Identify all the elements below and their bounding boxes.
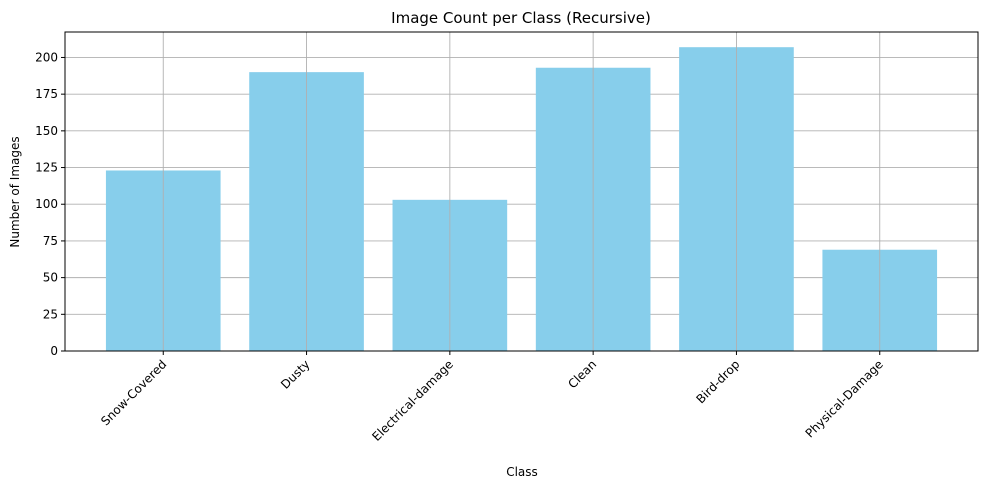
- y-axis-label: Number of Images: [8, 136, 22, 247]
- x-tick-label: Electrical-damage: [369, 357, 456, 444]
- y-tick-label: 125: [35, 161, 58, 175]
- chart-title: Image Count per Class (Recursive): [391, 9, 651, 27]
- y-tick-label: 0: [50, 344, 58, 358]
- x-tick-label: Clean: [565, 357, 599, 391]
- x-tick-label: Bird-drop: [693, 357, 742, 406]
- y-tick-label: 50: [43, 271, 58, 285]
- bars: [105, 32, 938, 352]
- x-tick-label: Physical-Damage: [803, 357, 886, 440]
- y-tick-label: 175: [35, 87, 58, 101]
- x-tick-label: Dusty: [278, 357, 313, 392]
- y-axis-ticks: 0 25 50 75 100 125 150 175 200: [35, 50, 65, 358]
- plot-frame: [64, 31, 979, 352]
- axes: [64, 31, 979, 352]
- y-tick-label: 75: [43, 234, 58, 248]
- y-tick-label: 25: [43, 307, 58, 321]
- x-axis-label: Class: [506, 465, 538, 479]
- x-axis-ticks: Snow-Covered Dusty Electrical-damage Clean B…: [98, 351, 886, 444]
- y-tick-label: 150: [35, 124, 58, 138]
- y-tick-label: 100: [35, 197, 58, 211]
- x-tick-label: Snow-Covered: [98, 357, 169, 428]
- y-tick-label: 200: [35, 50, 58, 64]
